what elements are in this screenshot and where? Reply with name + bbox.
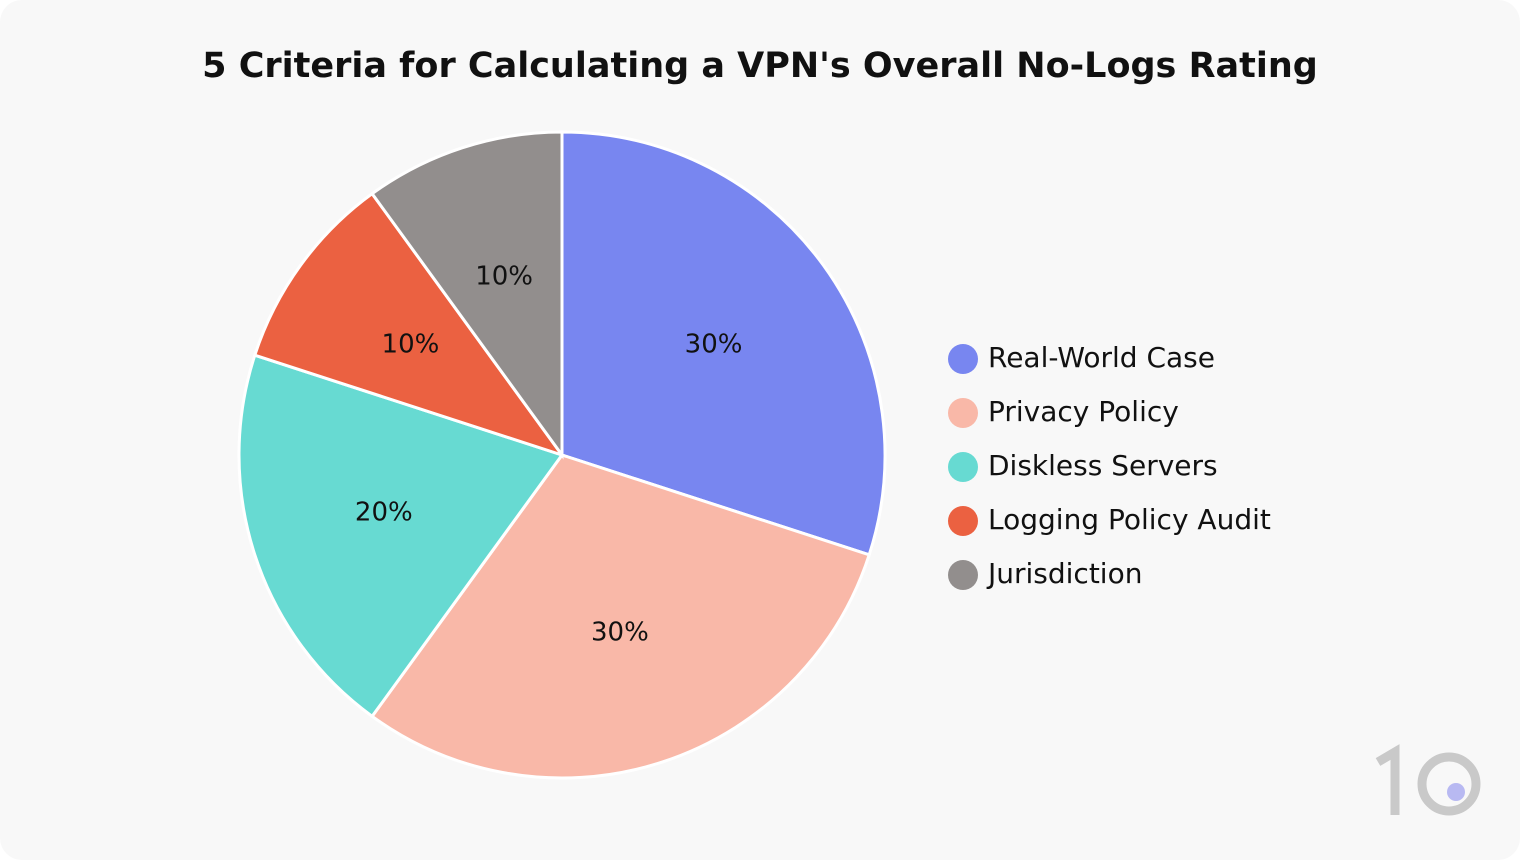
logo-zero — [1417, 752, 1481, 816]
legend-swatch — [948, 452, 978, 482]
slice-label: 30% — [685, 329, 743, 359]
legend-swatch — [948, 344, 978, 374]
pie-slice — [560, 130, 887, 557]
pie-slice — [237, 353, 565, 719]
legend-label: Logging Policy Audit — [988, 503, 1271, 536]
pie-slice — [370, 453, 872, 780]
chart-title: 5 Criteria for Calculating a VPN's Overa… — [202, 46, 1318, 86]
logo-dot — [1447, 783, 1465, 801]
slice-label: 30% — [591, 618, 649, 648]
slice-label: 20% — [355, 497, 413, 527]
legend-label: Jurisdiction — [986, 557, 1142, 590]
legend-swatch — [948, 398, 978, 428]
legend-swatch — [948, 506, 978, 536]
pie-slice — [252, 191, 566, 458]
slice-label: 10% — [382, 329, 440, 359]
legend-label: Diskless Servers — [988, 449, 1218, 482]
logo-one — [1375, 744, 1400, 815]
logo — [1375, 744, 1481, 816]
legend-label: Real-World Case — [988, 341, 1215, 374]
legend-swatch — [948, 560, 978, 590]
slice-label: 10% — [475, 261, 533, 291]
legend-label: Privacy Policy — [988, 395, 1179, 428]
pie-slice — [370, 130, 564, 460]
